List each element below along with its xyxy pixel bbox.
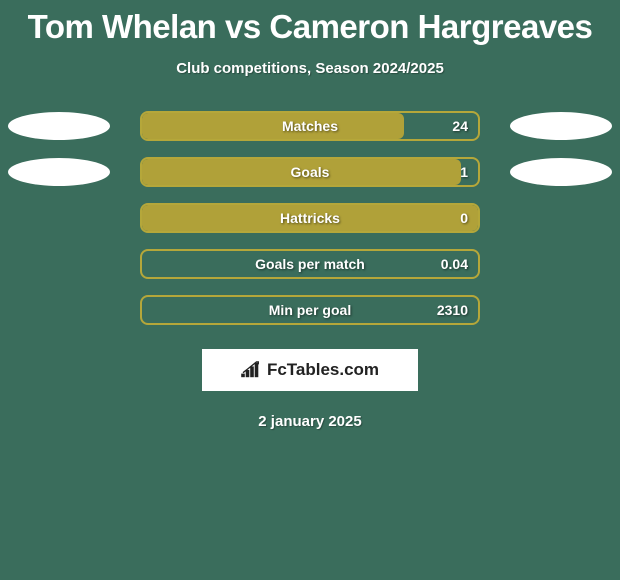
vs-text: vs — [225, 8, 261, 45]
stat-bar: Hattricks 0 — [140, 203, 480, 233]
stat-bar: Matches 24 — [140, 111, 480, 141]
stat-value: 24 — [452, 118, 468, 134]
stat-label: Goals — [142, 164, 478, 180]
stats-container: Matches 24 Goals 1 Hattricks 0 Goals per… — [0, 119, 620, 317]
stat-label: Min per goal — [142, 302, 478, 318]
stat-value: 0.04 — [441, 256, 468, 272]
left-ellipse — [8, 158, 110, 186]
left-ellipse — [8, 112, 110, 140]
stat-bar: Min per goal 2310 — [140, 295, 480, 325]
date: 2 january 2025 — [0, 413, 620, 430]
attribution-text: FcTables.com — [267, 360, 379, 380]
right-ellipse — [510, 158, 612, 186]
stat-bar: Goals per match 0.04 — [140, 249, 480, 279]
right-ellipse — [510, 112, 612, 140]
stat-row: Goals per match 0.04 — [0, 257, 620, 271]
stat-label: Hattricks — [142, 210, 478, 226]
stat-value: 2310 — [437, 302, 468, 318]
stat-value: 1 — [460, 164, 468, 180]
subtitle: Club competitions, Season 2024/2025 — [0, 60, 620, 77]
stat-row: Min per goal 2310 — [0, 303, 620, 317]
stat-label: Matches — [142, 118, 478, 134]
chart-icon — [241, 361, 263, 379]
stat-row: Goals 1 — [0, 165, 620, 179]
stat-bar: Goals 1 — [140, 157, 480, 187]
stat-label: Goals per match — [142, 256, 478, 272]
stat-row: Hattricks 0 — [0, 211, 620, 225]
player1-name: Tom Whelan — [28, 8, 217, 45]
stat-row: Matches 24 — [0, 119, 620, 133]
page-title: Tom Whelan vs Cameron Hargreaves — [0, 0, 620, 46]
attribution[interactable]: FcTables.com — [202, 349, 418, 391]
stat-value: 0 — [460, 210, 468, 226]
player2-name: Cameron Hargreaves — [269, 8, 592, 45]
